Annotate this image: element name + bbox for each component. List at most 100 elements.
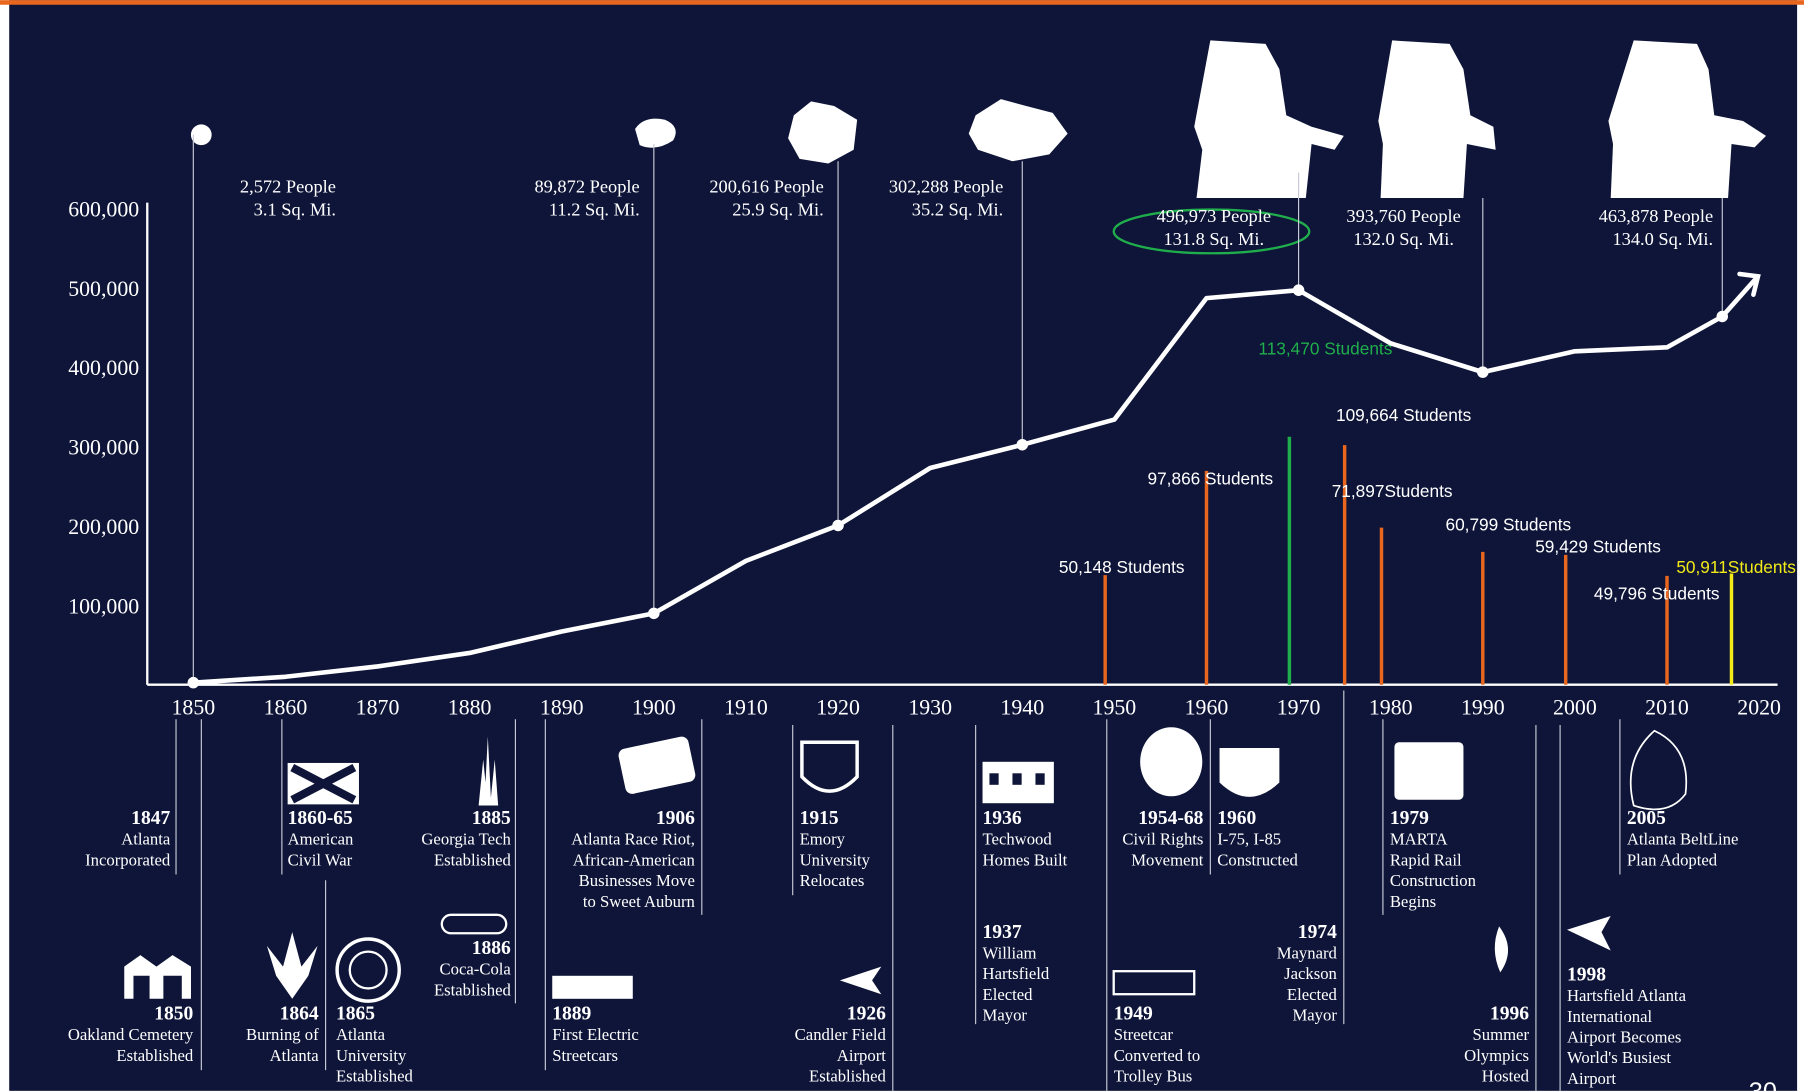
event-year: 1954-68: [1138, 808, 1203, 829]
event-text: Businesses Move: [579, 871, 695, 890]
event-year: 1936: [983, 808, 1022, 829]
event-text: Civil War: [288, 850, 353, 869]
population-point: [832, 519, 844, 532]
population-point: [1292, 284, 1305, 296]
event-text: Atlanta: [121, 830, 171, 849]
callout-text: 3.1 Sq. Mi.: [254, 199, 336, 219]
x-tick-label: 1940: [1000, 696, 1044, 720]
event-text: First Electric: [552, 1025, 639, 1044]
seal-icon: [335, 937, 401, 1003]
x-tick-label: 2020: [1737, 696, 1781, 720]
head-icon: [1140, 727, 1203, 797]
event-year: 1906: [656, 808, 695, 829]
callout-text: 131.8 Sq. Mi.: [1163, 229, 1264, 249]
y-tick-label: 100,000: [68, 594, 139, 618]
event-text: Coca-Cola: [440, 960, 512, 979]
event-text: Atlanta BeltLine: [1627, 830, 1739, 849]
x-tick-label: 1860: [264, 696, 308, 720]
student-label: 59,429 Students: [1535, 536, 1661, 556]
auburn-icon: [618, 736, 696, 794]
event-year: 1949: [1114, 1004, 1153, 1025]
event-text: Emory: [800, 830, 846, 849]
event-year: 1886: [472, 938, 511, 959]
event-text: Mayor: [1292, 1006, 1337, 1025]
olympic-icon: [1494, 926, 1509, 973]
event-text: Streetcar: [1114, 1025, 1174, 1044]
emory-shield: [800, 740, 859, 793]
marta-icon: [1394, 742, 1464, 800]
event-text: Hartsfield Atlanta: [1567, 986, 1687, 1005]
event-year: 1850: [154, 1004, 193, 1025]
event-text: Established: [336, 1067, 414, 1086]
y-tick-label: 200,000: [68, 515, 139, 539]
flag-cross: [290, 763, 357, 804]
event-text: Techwood: [983, 830, 1053, 849]
window: [1012, 773, 1022, 785]
student-label: 71,897Students: [1332, 481, 1453, 501]
x-tick-label: 1900: [632, 696, 676, 720]
event-text: Summer: [1473, 1025, 1530, 1044]
event-text: Established: [434, 850, 512, 869]
city-shape: [1194, 40, 1344, 199]
city-shape: [968, 99, 1068, 162]
event-text: I-75, I-85: [1217, 830, 1281, 849]
event-text: to Sweet Auburn: [583, 892, 696, 911]
event-text: World's Busiest: [1567, 1048, 1671, 1067]
event-text: Airport: [1567, 1069, 1616, 1088]
event-text: American: [288, 830, 354, 849]
event-text: Atlanta Race Riot,: [571, 830, 695, 849]
callout-text: 11.2 Sq. Mi.: [549, 199, 640, 219]
event-year: 1889: [552, 1004, 591, 1025]
population-point: [1016, 438, 1029, 451]
x-tick-label: 2000: [1553, 696, 1597, 720]
event-text: Converted to: [1114, 1046, 1201, 1065]
city-shape: [1608, 40, 1767, 199]
event-text: Established: [116, 1046, 194, 1065]
x-tick-label: 1880: [448, 696, 492, 720]
event-text: Atlanta: [336, 1025, 386, 1044]
event-year: 1860-65: [288, 808, 353, 829]
event-text: Hartsfield: [983, 964, 1050, 983]
event-text: Hosted: [1482, 1067, 1530, 1086]
event-text: Elected: [983, 985, 1034, 1004]
cocacola-icon: [440, 913, 508, 935]
event-text: University: [336, 1046, 407, 1065]
window: [989, 773, 999, 785]
event-text: Begins: [1390, 892, 1436, 911]
interstate-shield: [1219, 747, 1280, 797]
event-text: Streetcars: [552, 1046, 618, 1065]
x-tick-label: 1990: [1461, 696, 1505, 720]
event-text: University: [800, 850, 871, 869]
airport-icon: [839, 966, 882, 995]
population-line: [193, 287, 1724, 685]
event-text: Mayor: [983, 1006, 1028, 1025]
student-label: 49,796 Students: [1594, 584, 1720, 604]
y-tick-label: 300,000: [68, 436, 139, 460]
city-shape: [788, 101, 858, 164]
event-text: Airport Becomes: [1567, 1028, 1681, 1047]
event-text: Candler Field: [795, 1025, 887, 1044]
event-text: Oakland Cemetery: [68, 1025, 194, 1044]
population-point: [187, 676, 200, 689]
event-text: Atlanta: [270, 1046, 320, 1065]
event-year: 1996: [1490, 1004, 1529, 1025]
y-tick-label: 600,000: [68, 197, 139, 221]
x-tick-label: 1870: [356, 696, 400, 720]
event-text: Burning of: [246, 1025, 319, 1044]
page-number: 30: [1749, 1078, 1777, 1091]
student-label: 97,866 Students: [1148, 469, 1274, 489]
callout-text: 496,973 People: [1157, 206, 1271, 226]
event-text: Trolley Bus: [1114, 1067, 1193, 1086]
student-label: 60,799 Students: [1445, 515, 1571, 535]
event-year: 1974: [1298, 922, 1337, 943]
x-tick-label: 1920: [816, 696, 860, 720]
window: [1035, 773, 1045, 785]
event-text: Movement: [1131, 850, 1204, 869]
event-text: Plan Adopted: [1627, 850, 1718, 869]
student-label: 109,664 Students: [1336, 405, 1471, 425]
tech-icon: [478, 736, 499, 806]
event-year: 2005: [1627, 808, 1666, 829]
airport-icon-2: [1566, 915, 1611, 951]
callout-text: 132.0 Sq. Mi.: [1353, 229, 1454, 249]
event-text: International: [1567, 1007, 1653, 1026]
